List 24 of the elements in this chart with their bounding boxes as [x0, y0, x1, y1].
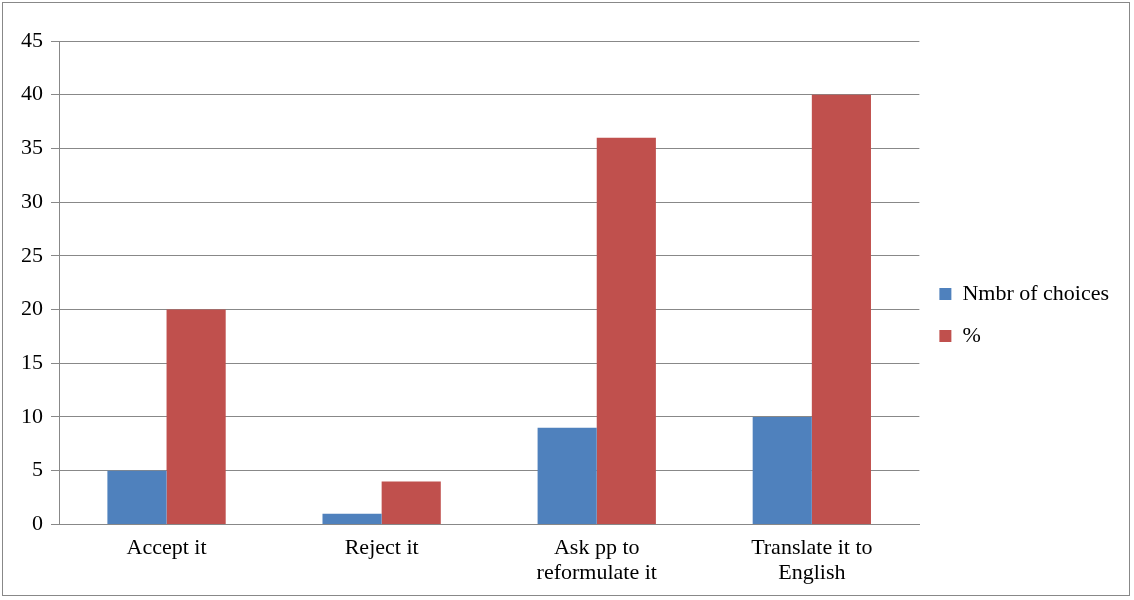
y-tick-label: 15	[21, 349, 43, 375]
y-tick-label: 0	[32, 510, 43, 536]
bar	[596, 137, 656, 524]
bar	[166, 309, 226, 524]
bar	[322, 513, 382, 524]
y-tick-label: 45	[21, 26, 43, 52]
bar	[811, 94, 871, 524]
legend-label: %	[962, 321, 981, 347]
y-tick-label: 10	[21, 402, 43, 428]
y-tick-label: 30	[21, 187, 43, 213]
y-tick-label: 5	[32, 456, 43, 482]
legend-label: Nmbr of choices	[962, 279, 1109, 305]
x-tick-label: Reject it	[344, 533, 419, 559]
y-tick-label: 25	[21, 241, 43, 267]
x-tick-label: Translate it to English	[751, 533, 873, 585]
bar	[752, 416, 812, 524]
y-tick-label: 40	[21, 80, 43, 106]
x-tick-label: Accept it	[126, 533, 207, 559]
bar	[381, 481, 441, 524]
bar	[537, 427, 597, 524]
y-tick-label: 35	[21, 134, 43, 160]
y-tick-label: 20	[21, 295, 43, 321]
x-tick-label: Ask pp to reformulate it	[536, 533, 657, 585]
bar	[107, 470, 167, 524]
